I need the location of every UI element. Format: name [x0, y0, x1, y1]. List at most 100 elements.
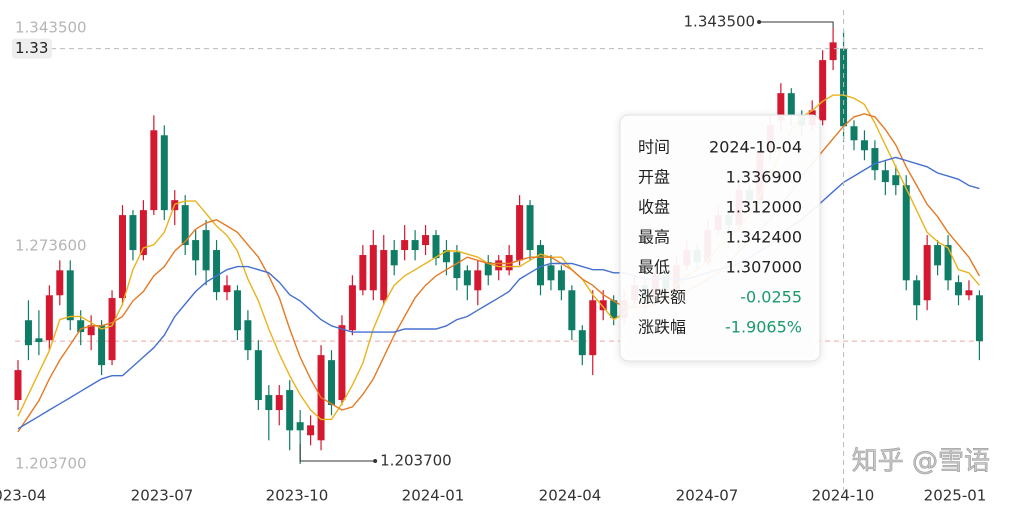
- candle-body: [589, 300, 597, 356]
- candle-body: [965, 290, 973, 296]
- candle-body: [819, 60, 827, 121]
- candle-body: [265, 395, 273, 411]
- candle-body: [24, 320, 32, 346]
- candle-body: [495, 260, 503, 271]
- x-tick-label: 2024-04: [539, 487, 602, 505]
- candle-body: [150, 130, 158, 211]
- candle-body: [348, 285, 356, 331]
- candle-body: [892, 175, 900, 186]
- y-tick-label: 1.343500: [15, 19, 87, 37]
- candle-body: [14, 370, 22, 401]
- candle-body: [578, 330, 586, 356]
- low-annotation-line: [299, 444, 376, 462]
- candle-body: [516, 205, 524, 261]
- candle-body: [955, 282, 962, 296]
- candle-body: [934, 245, 942, 266]
- candle-body: [307, 425, 315, 436]
- candle-body: [359, 255, 367, 291]
- candle-body: [923, 245, 931, 301]
- candle-body: [87, 325, 95, 336]
- candle-body: [840, 48, 848, 127]
- x-tick-label: 2024-07: [676, 487, 739, 505]
- tooltip: 时间 2024-10-04 开盘 1.336900 收盘 1.312000 最高 1.3424…: [619, 114, 821, 362]
- x-tick-label: 2023-10: [266, 487, 329, 505]
- candle-body: [390, 250, 398, 266]
- candle-body: [108, 298, 116, 361]
- candle-body: [202, 230, 210, 271]
- candle-body: [35, 338, 43, 343]
- low-annotation-label: 1.203700: [380, 452, 452, 470]
- candle-body: [850, 126, 858, 141]
- candle-body: [975, 295, 983, 342]
- candle-body: [45, 295, 53, 341]
- candle-body: [192, 240, 200, 261]
- tooltip-box: [619, 114, 821, 362]
- candle-body: [474, 270, 482, 291]
- candle-body: [526, 205, 534, 251]
- candle-body: [401, 240, 409, 251]
- x-tick-label: 2023-04: [0, 487, 46, 505]
- tooltip-label: 收盘: [638, 198, 670, 217]
- tooltip-value: 2024-10-04: [709, 138, 802, 157]
- candle-body: [77, 320, 85, 333]
- candle-body: [286, 390, 294, 431]
- tooltip-label: 时间: [638, 138, 670, 157]
- watermark: 知乎 @雪语: [852, 447, 990, 477]
- tooltip-value: 1.312000: [726, 198, 802, 217]
- candle-body: [98, 325, 106, 366]
- candle-body: [338, 325, 346, 401]
- high-annotation-line: [759, 21, 834, 28]
- candle-body: [871, 148, 879, 171]
- tooltip-label: 开盘: [638, 168, 670, 187]
- candle-body: [860, 140, 868, 151]
- candle-body: [233, 290, 241, 331]
- candle-body: [944, 245, 952, 281]
- candle-body: [275, 395, 283, 411]
- candle-body: [568, 290, 576, 331]
- y-tick-label: 1.273600: [15, 237, 87, 255]
- candle-body: [902, 185, 910, 281]
- candle-body: [223, 285, 231, 293]
- x-tick-label: 2024-10: [812, 487, 875, 505]
- x-tick-label: 2023-07: [131, 487, 194, 505]
- moving-average-line: [17, 94, 980, 421]
- candle-body: [484, 262, 492, 276]
- candle-body: [777, 93, 785, 121]
- candle-body: [787, 93, 795, 116]
- candle-body: [610, 300, 618, 319]
- candle-body: [547, 265, 555, 281]
- candle-body: [881, 170, 889, 183]
- high-annotation-dot: [757, 20, 762, 24]
- tooltip-label: 最高: [638, 228, 670, 247]
- candle-body: [537, 245, 544, 286]
- candle-body: [432, 235, 440, 259]
- candle-body: [422, 235, 430, 246]
- candle-body: [557, 270, 565, 291]
- low-annotation-dot: [373, 459, 378, 463]
- candle-body: [254, 350, 262, 401]
- tooltip-label: 最低: [638, 258, 670, 277]
- tooltip-label: 涨跌额: [638, 288, 686, 307]
- candle-body: [160, 135, 168, 211]
- tooltip-value: -1.9065%: [725, 318, 802, 337]
- candle-body: [411, 240, 419, 251]
- candle-body: [129, 215, 137, 251]
- crosshair-label: 1.33: [15, 39, 48, 57]
- candle-body: [139, 210, 147, 256]
- candle-body: [296, 422, 304, 431]
- x-tick-label: 2024-01: [402, 487, 465, 505]
- y-tick-label: 1.203700: [15, 455, 87, 473]
- candle-body: [453, 252, 461, 279]
- candle-body: [56, 270, 64, 296]
- tooltip-value: 1.307000: [726, 258, 802, 277]
- candle-body: [369, 245, 377, 291]
- tooltip-value: 1.342400: [726, 228, 802, 247]
- candle-body: [181, 205, 189, 246]
- candle-body: [213, 250, 221, 293]
- candle-body: [328, 360, 335, 406]
- tooltip-label: 涨跌幅: [638, 318, 686, 337]
- candle-body: [66, 270, 74, 321]
- candle-body: [913, 280, 921, 306]
- candle-body: [829, 42, 837, 61]
